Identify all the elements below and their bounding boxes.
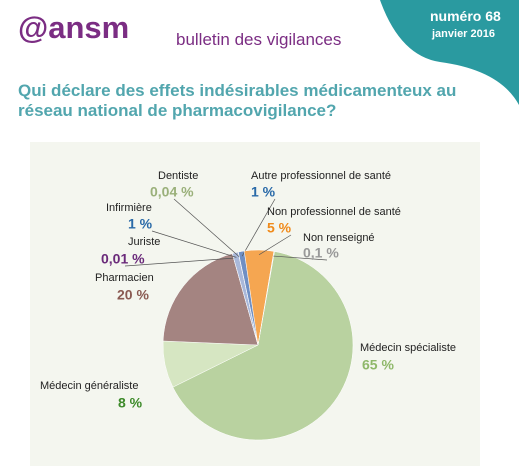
date: janvier 2016: [432, 28, 495, 40]
slice-label: Autre professionnel de santé: [251, 170, 391, 182]
slice-label: Médecin généraliste: [40, 380, 138, 392]
slice-value: 0,04 %: [150, 184, 194, 200]
pie-slice: [172, 251, 354, 441]
slice-value: 1 %: [128, 216, 153, 232]
slice-label: Non professionnel de santé: [267, 206, 401, 218]
slice-label: Pharmacien: [95, 272, 154, 284]
pie-slice: [257, 251, 275, 346]
logo: @ansm: [18, 10, 130, 45]
leader-line: [258, 234, 292, 256]
slice-value: 1 %: [251, 184, 276, 200]
leader-line: [124, 257, 234, 267]
leader-line: [173, 198, 240, 257]
chart-title: Qui déclare des effets indésirables médi…: [18, 81, 457, 120]
slice-label: Infirmière: [106, 202, 152, 214]
slice-value: 0,01 %: [101, 251, 145, 267]
issue: numéro 68: [430, 8, 501, 24]
slice-label: Juriste: [128, 236, 160, 248]
issue-badge: [380, 0, 519, 105]
slice-label: Non renseigné: [303, 232, 375, 244]
slice-value: 8 %: [118, 395, 143, 411]
slice-label: Médecin spécialiste: [360, 342, 456, 354]
publication: bulletin des vigilances: [176, 30, 342, 49]
slice-value: 20 %: [117, 287, 149, 303]
slice-value: 0,1 %: [303, 245, 339, 261]
leader-line: [273, 255, 328, 261]
pie-slice: [162, 253, 259, 346]
leader-line: [241, 198, 276, 257]
leader-line: [151, 230, 237, 258]
slice-value: 65 %: [362, 357, 394, 373]
slice-label: Dentiste: [158, 170, 198, 182]
slice-value: 5 %: [267, 220, 292, 236]
